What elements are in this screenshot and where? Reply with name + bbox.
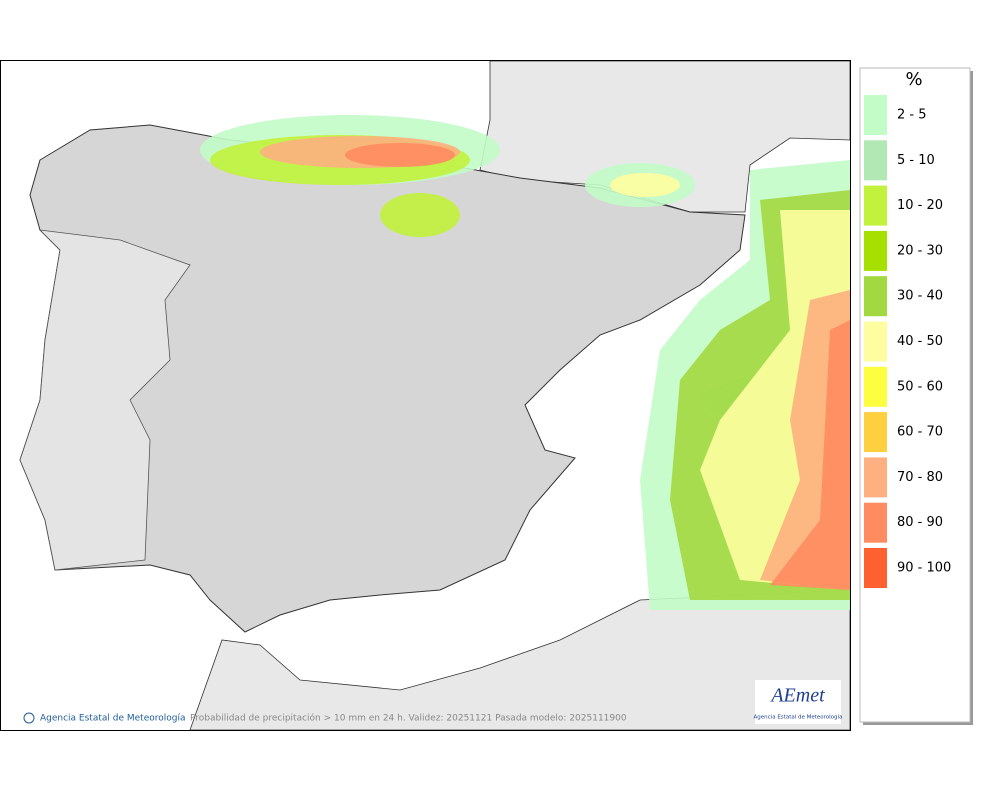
legend-label: 90 - 100 [897,561,951,576]
logo-subtitle: Agencia Estatal de Meteorología [754,714,843,721]
legend-swatch [864,366,887,407]
legend-swatch [864,502,887,543]
portugal [19,229,191,571]
legend-label: 50 - 60 [897,379,943,394]
legend-swatch [864,95,887,135]
agency-credit: Agencia Estatal de Meteorología [40,714,186,724]
legend-swatch [864,321,887,362]
area [610,173,680,197]
legend-label: 70 - 80 [897,470,943,485]
legend-swatch [864,185,887,226]
logo-name: AEmet [769,685,825,707]
legend-label: 30 - 40 [897,289,943,304]
legend-label: 80 - 90 [897,515,943,530]
legend-label: 20 - 30 [897,243,943,258]
legend-swatch [864,548,887,588]
map-frame [0,60,851,731]
legend-label: 10 - 20 [897,198,943,213]
legend-label: 2 - 5 [897,108,927,123]
legend-swatch [864,457,887,498]
legend-label: 60 - 70 [897,425,943,440]
area [770,320,850,590]
legend-swatch [864,276,887,317]
legend-title: % [905,69,922,90]
legend-label: 5 - 10 [897,153,935,168]
legend-swatch [864,412,887,453]
legend-label: 40 - 50 [897,334,943,349]
probability-areas [200,115,850,610]
map: Agencia Estatal de Meteorología Probabil… [1,61,850,730]
legend-swatch [864,140,887,181]
copyright-icon [23,712,35,724]
area [345,143,455,167]
africa [189,589,850,730]
logo-box [755,680,841,724]
legend-swatch [864,230,887,271]
caption: Probabilidad de precipitación > 10 mm en… [190,713,627,724]
area [380,193,460,237]
